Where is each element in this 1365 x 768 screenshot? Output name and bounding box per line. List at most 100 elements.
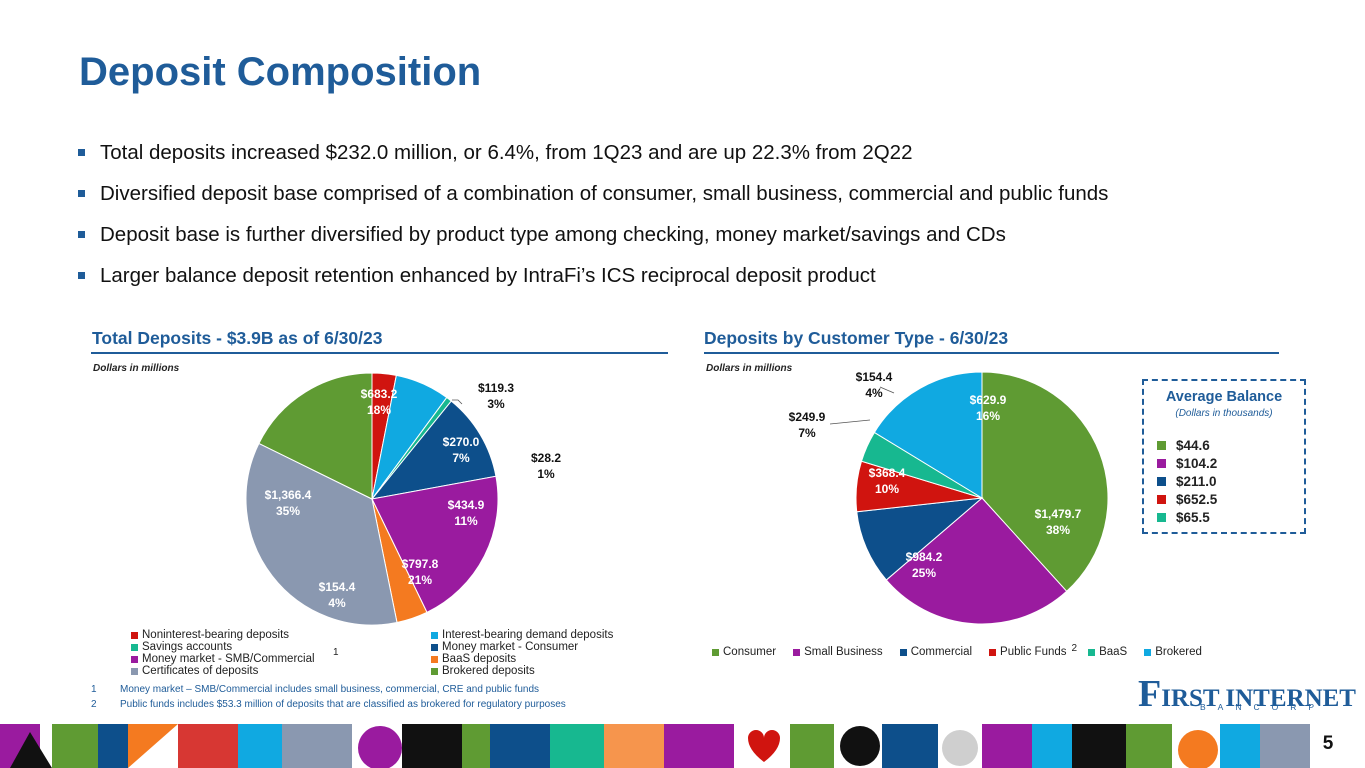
slice-value-label: $249.9 [789, 410, 826, 424]
bullet-list: Total deposits increased $232.0 million,… [76, 132, 1296, 296]
pie-slice [245, 442, 398, 626]
legend-label: Commercial [910, 646, 973, 658]
slice-value-label: $28.2 [531, 451, 561, 465]
slice-value-label: $797.8 [402, 557, 439, 571]
decorative-footer-strip [0, 718, 1365, 768]
average-balance-title: Average Balance [1165, 389, 1283, 405]
pie-slice [370, 400, 497, 500]
logo-subtitle: BANCORP [1200, 702, 1327, 712]
footnote-ref-1: 1 [333, 647, 339, 658]
bullet-item: Larger balance deposit retention enhance… [76, 255, 1296, 296]
bullet-text: Total deposits increased $232.0 million,… [100, 140, 913, 164]
pie-slice [873, 371, 983, 499]
slice-value-label: $1,479.7 [1035, 507, 1082, 521]
legend-item: Commercial [899, 645, 973, 659]
company-logo: FIRST INTERNET BANCORP [1138, 672, 1356, 715]
legend-label: Savings accounts [142, 641, 233, 653]
legend-swatch [1157, 495, 1166, 504]
bullet-text: Diversified deposit base comprised of a … [100, 181, 1109, 205]
average-balance-item: $104.2 [1157, 456, 1217, 471]
slice-percent-label: 21% [408, 573, 432, 587]
legend-swatch [989, 648, 997, 656]
leader-line [452, 399, 463, 405]
footnote: 2 Public funds includes $53.3 million of … [91, 699, 566, 714]
legend-label: Consumer [723, 646, 777, 658]
pie-slice [885, 497, 1068, 625]
legend-label: Certificates of deposits [142, 665, 259, 677]
legend-item: Savings accounts [131, 641, 232, 653]
bullet-item: Total deposits increased $232.0 million,… [76, 132, 1296, 173]
legend-item: Brokered [1144, 645, 1202, 659]
square-bullet-icon [78, 149, 85, 156]
page-title: Deposit Composition [79, 50, 482, 94]
slice-percent-label: 1% [537, 467, 555, 481]
customer-type-pie [855, 371, 1109, 625]
legend-label: Noninterest-bearing deposits [142, 629, 290, 641]
legend-swatch [1144, 648, 1152, 656]
legend-item: Certificates of deposits [131, 665, 258, 677]
legend-label: BaaS [1099, 646, 1128, 658]
slice-value-label: $629.9 [970, 393, 1007, 407]
footnote-number: 1 [91, 684, 97, 695]
legend-swatch [131, 643, 138, 651]
logo-initial: F [1138, 673, 1162, 715]
average-balance-item: $44.6 [1157, 438, 1210, 453]
average-balance-units: (Dollars in thousands) [1175, 408, 1273, 419]
legend-swatch [431, 631, 438, 639]
logo-name: IRST INTERNET [1161, 685, 1356, 712]
legend-swatch [131, 667, 138, 675]
legend-item: Money market - Consumer [431, 641, 578, 653]
bullet-item: Diversified deposit base comprised of a … [76, 173, 1296, 214]
legend-swatch [431, 667, 438, 675]
legend-swatch [1157, 459, 1166, 468]
average-balance-item: $65.5 [1157, 510, 1210, 525]
footnotes: 1 Money market – SMB/Commercial includes … [91, 684, 566, 714]
average-balance-box: Average Balance (Dollars in thousands) $… [1142, 379, 1306, 534]
legend-swatch [131, 655, 138, 663]
legend-swatch [712, 648, 719, 656]
slice-percent-label: 3% [487, 397, 505, 411]
footnote-text: Money market – SMB/Commercial includes s… [120, 684, 540, 695]
average-balance-value: $44.6 [1176, 438, 1210, 453]
legend-swatch [431, 643, 438, 651]
customer-type-legend: Consumer Small Business Commercial Publi… [712, 643, 1219, 659]
slice-value-label: $368.4 [869, 466, 906, 480]
legend-item: Interest-bearing demand deposits [431, 629, 613, 641]
pie-slice [856, 497, 984, 581]
legend-label: Small Business [804, 646, 883, 658]
bullet-text: Deposit base is further diversified by p… [100, 222, 1006, 246]
slice-value-label: $984.2 [906, 550, 943, 564]
logo-wordmark: FIRST INTERNET [1138, 672, 1356, 716]
legend-swatch [1088, 648, 1096, 656]
legend-swatch [1157, 513, 1166, 522]
legend-label: Money market - Consumer [442, 641, 579, 653]
slice-percent-label: 4% [865, 386, 883, 400]
legend-label: Public Funds [1000, 646, 1067, 658]
pie-slice [981, 371, 1109, 593]
section-rule [91, 352, 668, 354]
slice-value-label: $119.3 [478, 381, 514, 395]
legend-item: Consumer [712, 645, 776, 659]
legend-item: Money market - SMB/Commercial [131, 653, 315, 665]
legend-label: Money market - SMB/Commercial [142, 653, 315, 665]
slice-percent-label: 7% [452, 451, 470, 465]
bullet-text: Larger balance deposit retention enhance… [100, 263, 876, 287]
slice-percent-label: 35% [276, 504, 300, 518]
legend-swatch [793, 648, 801, 656]
slice-value-label: $1,366.4 [265, 488, 312, 502]
average-balance-item: $211.0 [1157, 474, 1217, 489]
section-rule [704, 352, 1279, 354]
footnote: 1 Money market – SMB/Commercial includes … [91, 684, 566, 699]
average-balance-value: $104.2 [1176, 456, 1218, 471]
legend-swatch [1157, 441, 1166, 450]
customer-type-units: Dollars in millions [706, 363, 793, 374]
slice-percent-label: 16% [976, 409, 1000, 423]
legend-item: Noninterest-bearing deposits [131, 629, 289, 641]
slice-percent-label: 25% [912, 566, 936, 580]
legend-label: Brokered [1155, 646, 1202, 658]
customer-type-title: Deposits by Customer Type - 6/30/23 [704, 328, 1009, 348]
legend-item: Small Business [793, 645, 883, 659]
total-deposits-pie [245, 372, 499, 626]
slice-percent-label: 38% [1046, 523, 1070, 537]
slice-percent-label: 10% [875, 482, 899, 496]
